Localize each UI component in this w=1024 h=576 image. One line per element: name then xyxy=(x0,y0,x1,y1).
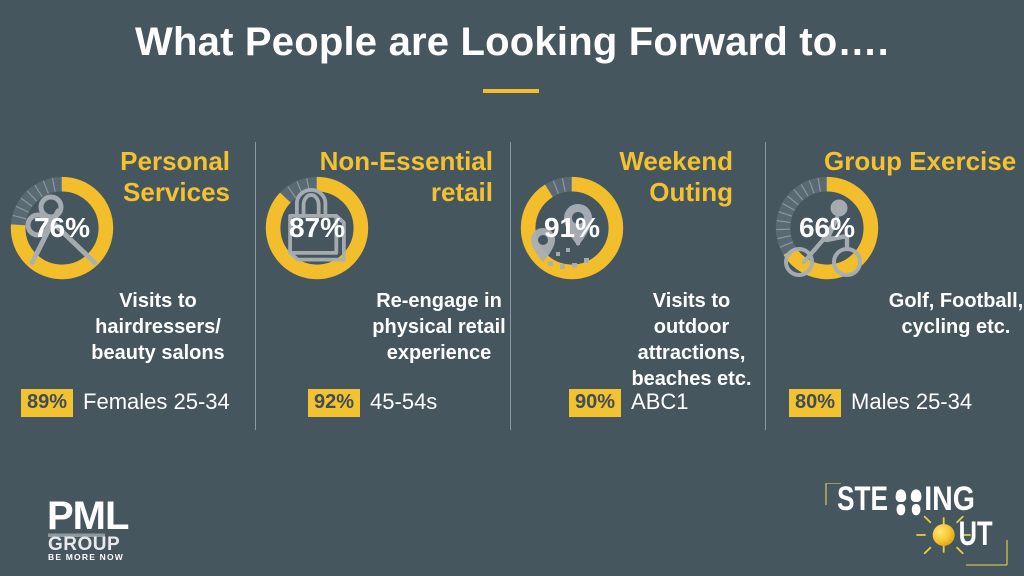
svg-text:STE: STE xyxy=(837,483,888,518)
svg-text:PML: PML xyxy=(47,494,129,538)
svg-text:ING: ING xyxy=(924,483,975,518)
svg-text:UT: UT xyxy=(959,515,993,553)
svg-text:BE MORE NOW: BE MORE NOW xyxy=(48,552,124,560)
